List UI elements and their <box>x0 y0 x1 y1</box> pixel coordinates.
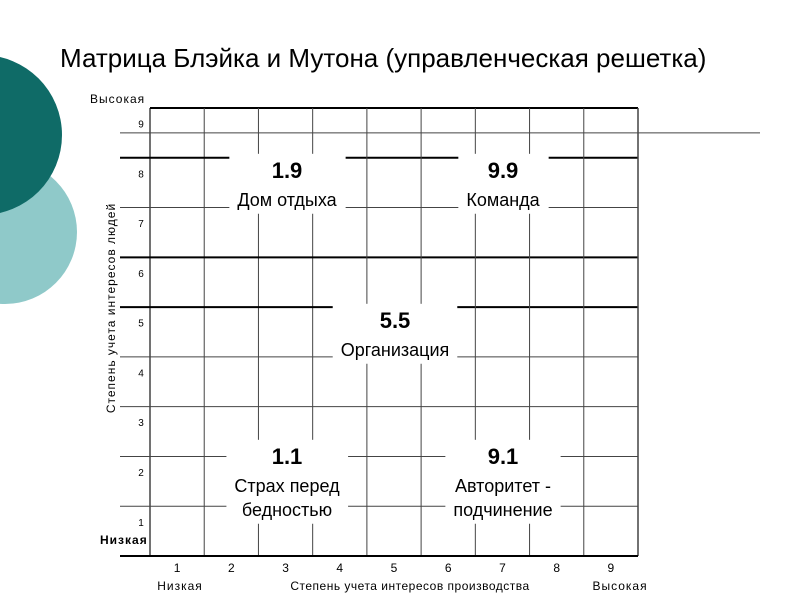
x-high-label: Высокая <box>592 579 647 593</box>
decor-circle <box>0 57 62 213</box>
node-label: бедностью <box>242 500 332 520</box>
node-box <box>332 303 458 364</box>
x-tick-label: 1 <box>174 561 181 575</box>
node: 1.9 Дом отдыха <box>229 153 346 214</box>
node-box <box>229 153 346 214</box>
node-code: 1.1 <box>272 444 303 469</box>
y-tick-label: 1 <box>138 518 144 529</box>
x-tick-label: 2 <box>228 561 235 575</box>
y-tick-label: 3 <box>138 418 144 429</box>
x-tick-label: 5 <box>391 561 398 575</box>
node-label: Авторитет - <box>455 476 551 496</box>
x-tick-label: 8 <box>553 561 560 575</box>
node-box <box>226 439 349 524</box>
node-label: подчинение <box>453 500 552 520</box>
node-label: Дом отдыха <box>237 190 337 210</box>
node-label: Команда <box>466 190 540 210</box>
y-tick-label: 6 <box>138 269 144 280</box>
node-box <box>445 439 561 524</box>
x-tick-label: 9 <box>608 561 615 575</box>
x-tick-label: 6 <box>445 561 452 575</box>
node: 9.1 Авторитет - подчинение <box>445 439 561 524</box>
x-axis-title: Степень учета интересов производства <box>290 579 529 593</box>
y-tick-label: 8 <box>138 169 144 180</box>
x-low-label: Низкая <box>157 579 203 593</box>
node-code: 5.5 <box>380 308 411 333</box>
y-low-label: Низкая <box>100 533 148 547</box>
node: 1.1 Страх перед бедностью <box>226 439 349 524</box>
y-tick-label: 2 <box>138 468 144 479</box>
node-code: 9.9 <box>488 158 519 183</box>
node: 5.5 Организация <box>332 303 458 364</box>
y-tick-label: 7 <box>138 219 144 230</box>
y-high-label: Высокая <box>90 92 145 106</box>
y-tick-label: 5 <box>138 319 144 330</box>
node-label: Организация <box>341 340 450 360</box>
node-box <box>458 153 549 214</box>
node: 9.9 Команда <box>458 153 549 214</box>
y-tick-label: 9 <box>138 120 144 131</box>
node-label: Страх перед <box>234 476 340 496</box>
node-code: 9.1 <box>488 444 519 469</box>
x-tick-label: 4 <box>336 561 343 575</box>
node-code: 1.9 <box>272 158 303 183</box>
y-axis-title: Степень учета интересов людей <box>104 203 118 413</box>
title: Матрица Блэйка и Мутона (управленческая … <box>60 43 706 73</box>
x-tick-label: 3 <box>282 561 289 575</box>
y-tick-label: 4 <box>138 368 144 379</box>
x-tick-label: 7 <box>499 561 506 575</box>
